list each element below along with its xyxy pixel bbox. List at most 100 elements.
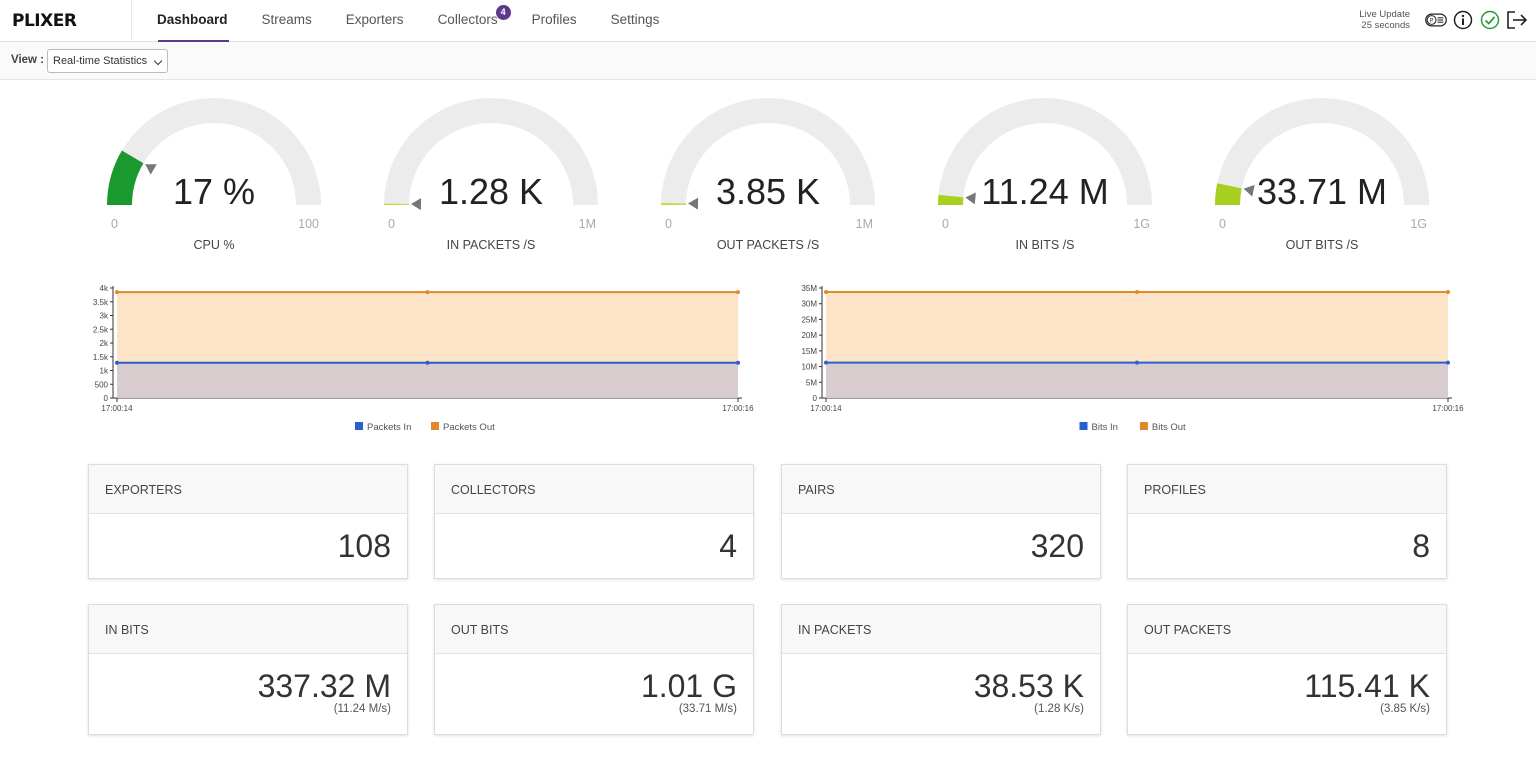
stat-card-out-packets: OUT PACKETS 115.41 K (3.85 K/s): [1127, 604, 1447, 735]
stat-card-exporters: EXPORTERS 108: [88, 464, 408, 579]
nav-tab-profiles[interactable]: Profiles: [531, 12, 577, 27]
gauge-arc: [107, 98, 321, 205]
legend-swatch: [1139, 422, 1148, 430]
view-selected-value: Real-time Statistics: [53, 55, 148, 67]
live-update-status[interactable]: Live Update 25 seconds: [1359, 9, 1410, 31]
y-tick-label: 3.5k: [93, 298, 109, 307]
stat-card-title: OUT PACKETS: [1128, 605, 1446, 654]
gauge-out-bits-s: 33.71 M 0 1G OUT BITS /S: [1192, 95, 1452, 255]
view-select[interactable]: Real-time Statistics: [47, 49, 168, 73]
nav-tab-collectors[interactable]: Collectors 4: [421, 0, 515, 42]
y-tick-label: 3k: [100, 312, 109, 321]
data-point: [425, 360, 430, 365]
stat-card-rate: (11.24 M/s): [333, 703, 391, 715]
gauge-max-label: 1G: [1410, 217, 1427, 231]
y-tick-label: 0: [813, 394, 818, 403]
stat-card-value: 320: [1030, 528, 1084, 564]
legend-label: Bits In: [1092, 422, 1118, 433]
gauge-track: [1215, 98, 1429, 205]
data-point: [115, 290, 119, 295]
y-tick-label: 500: [95, 380, 109, 389]
stat-card-title: PAIRS: [782, 465, 1100, 514]
gauge-track: [661, 98, 875, 205]
gauge-arc: [938, 98, 1152, 205]
y-tick-label: 25M: [801, 315, 817, 324]
stat-card-value: 4: [719, 528, 737, 564]
gauge-title: IN BITS /S: [1015, 238, 1075, 252]
gauge-pointer: [965, 192, 976, 205]
gauge-title: OUT PACKETS /S: [716, 238, 820, 252]
gauge-value: 11.24 M: [981, 171, 1109, 212]
gauge-max-label: 100: [298, 217, 319, 231]
x-tick-label: 17:00:16: [1432, 404, 1464, 413]
data-point: [736, 290, 740, 295]
data-point: [736, 360, 740, 365]
gauge-min-label: 0: [1219, 217, 1226, 231]
stat-card-pairs: PAIRS 320: [781, 464, 1101, 579]
y-tick-label: 2k: [100, 339, 109, 348]
data-point: [824, 360, 828, 365]
gauge-title: CPU %: [193, 238, 235, 252]
legend-label: Bits Out: [1152, 422, 1186, 433]
gauge-cpu: 17 % 0 100 CPU %: [84, 95, 344, 255]
stat-card-rate: (1.28 K/s): [1034, 703, 1084, 715]
data-point: [1135, 360, 1139, 365]
gauge-track: [107, 98, 321, 205]
gauge-arc: [661, 98, 875, 210]
stat-card-value: 38.53 K: [973, 668, 1084, 704]
gauge-title: IN PACKETS /S: [446, 238, 536, 252]
stat-card-value: 337.32 M: [257, 668, 391, 704]
stat-card-value: 1.01 G: [640, 668, 737, 704]
data-point: [1446, 290, 1450, 295]
plixer-logo[interactable]: PLIXER: [12, 11, 77, 31]
live-update-label: Live Update: [1359, 9, 1410, 20]
y-tick-label: 5M: [806, 378, 817, 387]
y-tick-label: 1k: [100, 367, 109, 376]
gauge-value: 1.28 K: [438, 171, 544, 212]
stat-card-collectors: COLLECTORS 4: [434, 464, 754, 579]
header-actions: P: [1425, 9, 1528, 31]
gauge-pointer: [145, 164, 157, 175]
y-tick-label: 10M: [801, 363, 817, 372]
bits-chart-svg: 0 5M 10M 15M 20M 25M 30M 35M 17:00:14 17:00:16 Bit…: [801, 284, 1464, 433]
collectors-count-badge: 4: [495, 5, 511, 20]
packets-chart-svg: 0 500 1k 1.5k 2k 2.5k 3k 3.5k 4k 17:00:14 17:00:16…: [93, 284, 754, 433]
plugin-icon[interactable]: P: [1425, 9, 1447, 31]
gauge-min-label: 0: [665, 217, 672, 231]
gauge-min-label: 0: [388, 217, 395, 231]
gauge-value: 17 %: [172, 171, 256, 212]
gauge-fill: [1215, 183, 1242, 205]
legend-swatch: [431, 422, 439, 430]
legend-label: Packets In: [367, 422, 411, 433]
nav-tab-dashboard[interactable]: Dashboard: [140, 0, 245, 42]
nav-tab-exporters[interactable]: Exporters: [345, 12, 404, 27]
gauge-value: 3.85 K: [715, 171, 821, 212]
y-tick-label: 35M: [801, 284, 817, 293]
nav-tab-streams[interactable]: Streams: [261, 12, 312, 27]
data-point: [1135, 290, 1139, 295]
stat-card-title: OUT BITS: [435, 605, 753, 654]
check-circle-icon[interactable]: [1479, 9, 1501, 31]
main-nav: Dashboard Streams Exporters Collectors 4 …: [140, 0, 676, 42]
gauge-pointer: [1243, 184, 1255, 197]
data-point: [425, 290, 430, 295]
live-update-interval: 25 seconds: [1361, 20, 1410, 31]
top-navigation-bar: PLIXER Dashboard Streams Exporters Colle…: [0, 0, 1536, 42]
stat-card-rate: (3.85 K/s): [1380, 703, 1430, 715]
nav-tab-settings[interactable]: Settings: [610, 12, 660, 27]
svg-text:P: P: [1430, 19, 1434, 25]
stat-card-title: IN BITS: [89, 605, 407, 654]
legend-swatch: [355, 422, 363, 430]
stat-card-value: 115.41 K: [1304, 668, 1430, 704]
series-area-bits-in: [826, 362, 1448, 398]
info-icon[interactable]: [1452, 9, 1474, 31]
y-tick-label: 15M: [801, 347, 817, 356]
stat-card-out-bits: OUT BITS 1.01 G (33.71 M/s): [434, 604, 754, 735]
logout-icon[interactable]: [1506, 9, 1528, 31]
gauge-fill: [107, 150, 144, 205]
stat-card-in-bits: IN BITS 337.32 M (11.24 M/s): [88, 604, 408, 735]
y-tick-label: 1.5k: [93, 353, 109, 362]
gauge-track: [938, 98, 1152, 205]
gauge-title: OUT BITS /S: [1285, 238, 1359, 252]
data-point: [824, 290, 828, 295]
